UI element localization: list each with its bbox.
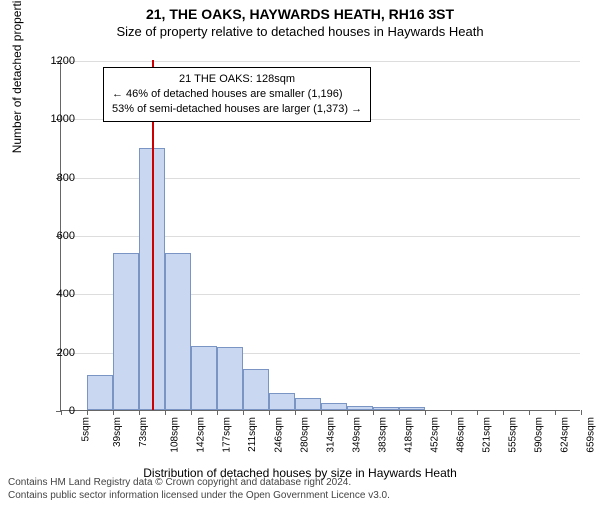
x-tick-mark [529, 410, 530, 415]
x-tick-label: 383sqm [378, 417, 389, 453]
x-tick-mark [425, 410, 426, 415]
y-tick-label: 400 [35, 288, 75, 300]
annotation-box: 21 THE OAKS: 128sqm← 46% of detached hou… [103, 67, 371, 122]
histogram-bar [113, 253, 138, 411]
footer-line-1: Contains HM Land Registry data © Crown c… [8, 477, 390, 490]
x-tick-label: 418sqm [404, 417, 415, 453]
gridline [61, 61, 580, 62]
y-axis-label: Number of detached properties [10, 0, 24, 153]
histogram-bar [243, 369, 268, 410]
y-tick-label: 200 [35, 347, 75, 359]
histogram-bar [347, 406, 372, 410]
x-tick-mark [191, 410, 192, 415]
y-tick-label: 0 [35, 405, 75, 417]
x-tick-mark [477, 410, 478, 415]
x-tick-mark [165, 410, 166, 415]
x-tick-label: 39sqm [112, 417, 123, 447]
histogram-bar [191, 346, 216, 410]
x-tick-mark [581, 410, 582, 415]
chart-title-address: 21, THE OAKS, HAYWARDS HEATH, RH16 3ST [0, 6, 600, 22]
y-tick-label: 600 [35, 230, 75, 242]
x-tick-label: 5sqm [80, 417, 91, 441]
histogram-bar [321, 403, 346, 410]
histogram-chart: 21 THE OAKS: 128sqm← 46% of detached hou… [60, 61, 580, 411]
histogram-bar [165, 253, 190, 411]
x-tick-mark [87, 410, 88, 415]
x-tick-label: 486sqm [456, 417, 467, 453]
y-tick-label: 1200 [35, 55, 75, 67]
x-tick-label: 246sqm [274, 417, 285, 453]
x-tick-label: 108sqm [170, 417, 181, 453]
x-tick-label: 73sqm [138, 417, 149, 447]
x-tick-mark [269, 410, 270, 415]
x-tick-label: 314sqm [326, 417, 337, 453]
annotation-line-2: ← 46% of detached houses are smaller (1,… [112, 87, 362, 102]
x-tick-mark [243, 410, 244, 415]
x-tick-mark [373, 410, 374, 415]
x-tick-mark [347, 410, 348, 415]
x-tick-mark [139, 410, 140, 415]
histogram-bar [269, 393, 294, 411]
y-tick-label: 1000 [35, 113, 75, 125]
x-tick-label: 177sqm [222, 417, 233, 453]
x-tick-label: 280sqm [300, 417, 311, 453]
histogram-bar [399, 407, 424, 410]
x-tick-label: 624sqm [560, 417, 571, 453]
x-tick-label: 521sqm [482, 417, 493, 453]
x-tick-label: 452sqm [430, 417, 441, 453]
x-tick-label: 211sqm [247, 417, 258, 452]
x-tick-mark [295, 410, 296, 415]
x-tick-mark [321, 410, 322, 415]
x-tick-label: 142sqm [196, 417, 207, 453]
histogram-bar [373, 407, 398, 410]
y-tick-label: 800 [35, 172, 75, 184]
x-tick-mark [503, 410, 504, 415]
annotation-line-1: 21 THE OAKS: 128sqm [112, 72, 362, 87]
x-tick-label: 349sqm [352, 417, 363, 453]
x-tick-label: 590sqm [534, 417, 545, 453]
x-tick-mark [399, 410, 400, 415]
histogram-bar [295, 398, 320, 410]
footer-attribution: Contains HM Land Registry data © Crown c… [8, 477, 390, 502]
annotation-line-3: 53% of semi-detached houses are larger (… [112, 102, 362, 117]
x-tick-label: 659sqm [586, 417, 597, 453]
x-tick-mark [555, 410, 556, 415]
histogram-bar [87, 375, 112, 410]
x-tick-label: 555sqm [508, 417, 519, 453]
footer-line-2: Contains public sector information licen… [8, 490, 390, 503]
chart-title-description: Size of property relative to detached ho… [0, 24, 600, 39]
x-tick-mark [217, 410, 218, 415]
x-tick-mark [113, 410, 114, 415]
x-tick-mark [451, 410, 452, 415]
histogram-bar [217, 347, 242, 410]
